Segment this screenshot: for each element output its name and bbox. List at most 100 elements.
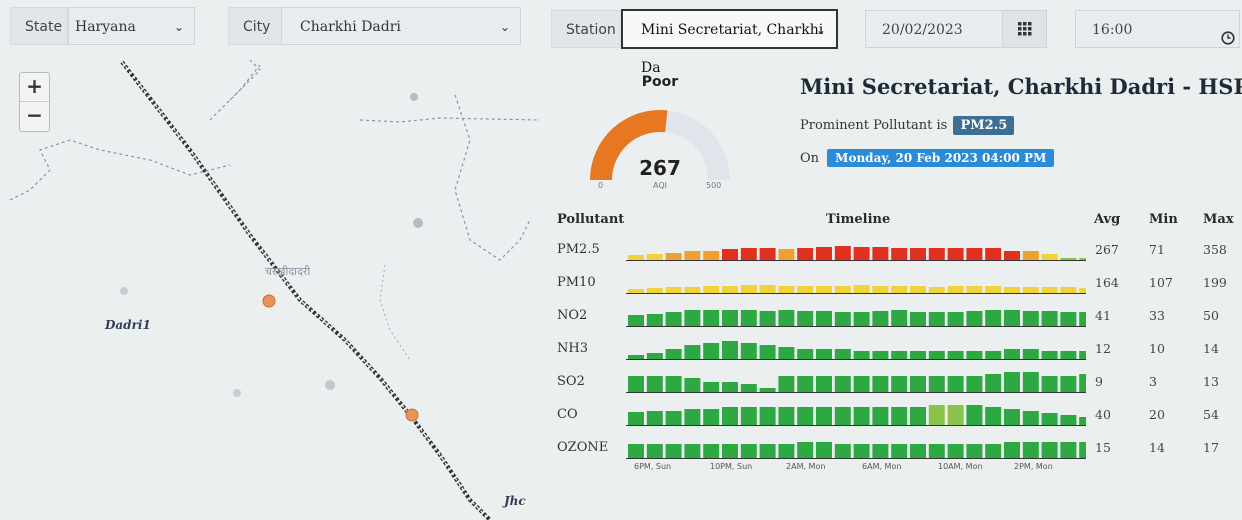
timeline-bar[interactable] bbox=[1022, 311, 1039, 326]
timeline-bar[interactable] bbox=[1079, 417, 1086, 425]
timeline-bar[interactable] bbox=[684, 287, 701, 293]
timeline-bar[interactable] bbox=[703, 343, 720, 359]
timeline-bar[interactable] bbox=[628, 355, 644, 359]
timeline-bar[interactable] bbox=[684, 251, 701, 260]
map-view[interactable]: + − Dadri1 Jhc चरखीदादरी bbox=[0, 58, 560, 520]
timeline-bar[interactable] bbox=[1022, 251, 1039, 260]
timeline-bar[interactable] bbox=[928, 312, 945, 326]
timeline-bar[interactable] bbox=[628, 255, 644, 260]
timeline-bar[interactable] bbox=[722, 407, 738, 425]
timeline-bar[interactable] bbox=[703, 444, 720, 458]
timeline-bar[interactable] bbox=[910, 444, 926, 458]
timeline-bar[interactable] bbox=[1079, 351, 1086, 359]
timeline-bar[interactable] bbox=[834, 407, 851, 425]
timeline-bar[interactable] bbox=[722, 310, 738, 326]
timeline-bar[interactable] bbox=[816, 349, 832, 359]
timeline-bar[interactable] bbox=[985, 374, 1002, 392]
timeline-bar[interactable] bbox=[740, 407, 757, 425]
timeline-bar[interactable] bbox=[740, 285, 757, 293]
timeline-bar[interactable] bbox=[778, 347, 795, 359]
timeline-bar[interactable] bbox=[985, 351, 1002, 359]
timeline-bar[interactable] bbox=[1060, 312, 1077, 326]
timeline-bar[interactable] bbox=[665, 312, 682, 326]
timeline-bar[interactable] bbox=[1004, 442, 1020, 458]
timeline-bar[interactable] bbox=[816, 442, 832, 458]
timeline-bar[interactable] bbox=[1022, 372, 1039, 392]
zoom-out-button[interactable]: − bbox=[26, 103, 43, 127]
timeline-bar[interactable] bbox=[853, 376, 870, 392]
timeline-bar[interactable] bbox=[947, 248, 964, 260]
timeline-bar[interactable] bbox=[665, 253, 682, 260]
timeline-bar[interactable] bbox=[1060, 376, 1077, 392]
timeline-bar[interactable] bbox=[947, 405, 964, 425]
timeline-bar[interactable] bbox=[1004, 349, 1020, 359]
timeline-bar[interactable] bbox=[778, 286, 795, 293]
timeline-bar[interactable] bbox=[834, 376, 851, 392]
timeline-bar[interactable] bbox=[853, 247, 870, 260]
timeline-bar[interactable] bbox=[928, 248, 945, 260]
time-input[interactable]: 16:00 bbox=[1075, 10, 1240, 48]
timeline-bar[interactable] bbox=[797, 376, 814, 392]
timeline-bar[interactable] bbox=[853, 407, 870, 425]
timeline-bar[interactable] bbox=[891, 286, 908, 293]
timeline-bar[interactable] bbox=[928, 405, 945, 425]
timeline-bar[interactable] bbox=[1041, 287, 1058, 293]
timeline-bar[interactable] bbox=[985, 407, 1002, 425]
timeline-bar[interactable] bbox=[910, 407, 926, 425]
timeline-bar[interactable] bbox=[646, 411, 663, 425]
timeline-bar[interactable] bbox=[778, 249, 795, 260]
timeline-bar[interactable] bbox=[759, 388, 776, 392]
timeline-bar[interactable] bbox=[759, 248, 776, 260]
timeline-bar[interactable] bbox=[966, 351, 983, 359]
timeline-bar[interactable] bbox=[684, 444, 701, 458]
timeline-bar[interactable] bbox=[872, 311, 889, 326]
timeline-bar[interactable] bbox=[703, 251, 720, 260]
timeline-bar[interactable] bbox=[797, 311, 814, 326]
timeline-bar[interactable] bbox=[778, 444, 795, 458]
city-select[interactable]: Charkhi Dadri ⌄ bbox=[281, 7, 521, 45]
timeline-bar[interactable] bbox=[910, 286, 926, 293]
timeline-bar[interactable] bbox=[985, 248, 1002, 260]
timeline-bar[interactable] bbox=[1079, 312, 1086, 326]
timeline-bar[interactable] bbox=[1004, 251, 1020, 260]
timeline-bar[interactable] bbox=[872, 351, 889, 359]
timeline-bar[interactable] bbox=[778, 310, 795, 326]
timeline-bar[interactable] bbox=[1060, 287, 1077, 293]
timeline-bar[interactable] bbox=[928, 351, 945, 359]
clock-icon[interactable] bbox=[1221, 22, 1235, 60]
timeline-bar[interactable] bbox=[684, 378, 701, 392]
timeline-bar[interactable] bbox=[1060, 415, 1077, 425]
timeline-bar[interactable] bbox=[872, 286, 889, 293]
timeline-bar[interactable] bbox=[947, 376, 964, 392]
timeline-bar[interactable] bbox=[1004, 409, 1020, 425]
timeline-bar[interactable] bbox=[1041, 413, 1058, 425]
timeline-bar[interactable] bbox=[740, 343, 757, 359]
timeline-bar[interactable] bbox=[985, 310, 1002, 326]
timeline-bar[interactable] bbox=[646, 353, 663, 359]
timeline-bar[interactable] bbox=[646, 254, 663, 260]
timeline-bar[interactable] bbox=[966, 286, 983, 293]
timeline-bar[interactable] bbox=[1079, 442, 1086, 458]
timeline-bar[interactable] bbox=[1022, 287, 1039, 293]
timeline-bar[interactable] bbox=[1022, 349, 1039, 359]
timeline-bar[interactable] bbox=[853, 312, 870, 326]
timeline-bar[interactable] bbox=[684, 345, 701, 359]
timeline-bar[interactable] bbox=[853, 351, 870, 359]
timeline-bar[interactable] bbox=[816, 247, 832, 260]
timeline-bar[interactable] bbox=[910, 312, 926, 326]
timeline-bar[interactable] bbox=[722, 382, 738, 392]
timeline-bar[interactable] bbox=[797, 349, 814, 359]
timeline-bar[interactable] bbox=[834, 286, 851, 293]
timeline-bar[interactable] bbox=[872, 407, 889, 425]
calendar-grid-icon[interactable] bbox=[1002, 11, 1046, 47]
timeline-bar[interactable] bbox=[722, 286, 738, 293]
timeline-bar[interactable] bbox=[947, 351, 964, 359]
timeline-bar[interactable] bbox=[891, 310, 908, 326]
timeline-bar[interactable] bbox=[1041, 311, 1058, 326]
timeline-bar[interactable] bbox=[1041, 254, 1058, 260]
timeline-bar[interactable] bbox=[966, 444, 983, 458]
timeline-bar[interactable] bbox=[891, 407, 908, 425]
timeline-bar[interactable] bbox=[910, 248, 926, 260]
timeline-bar[interactable] bbox=[1041, 442, 1058, 458]
timeline-bar[interactable] bbox=[684, 310, 701, 326]
